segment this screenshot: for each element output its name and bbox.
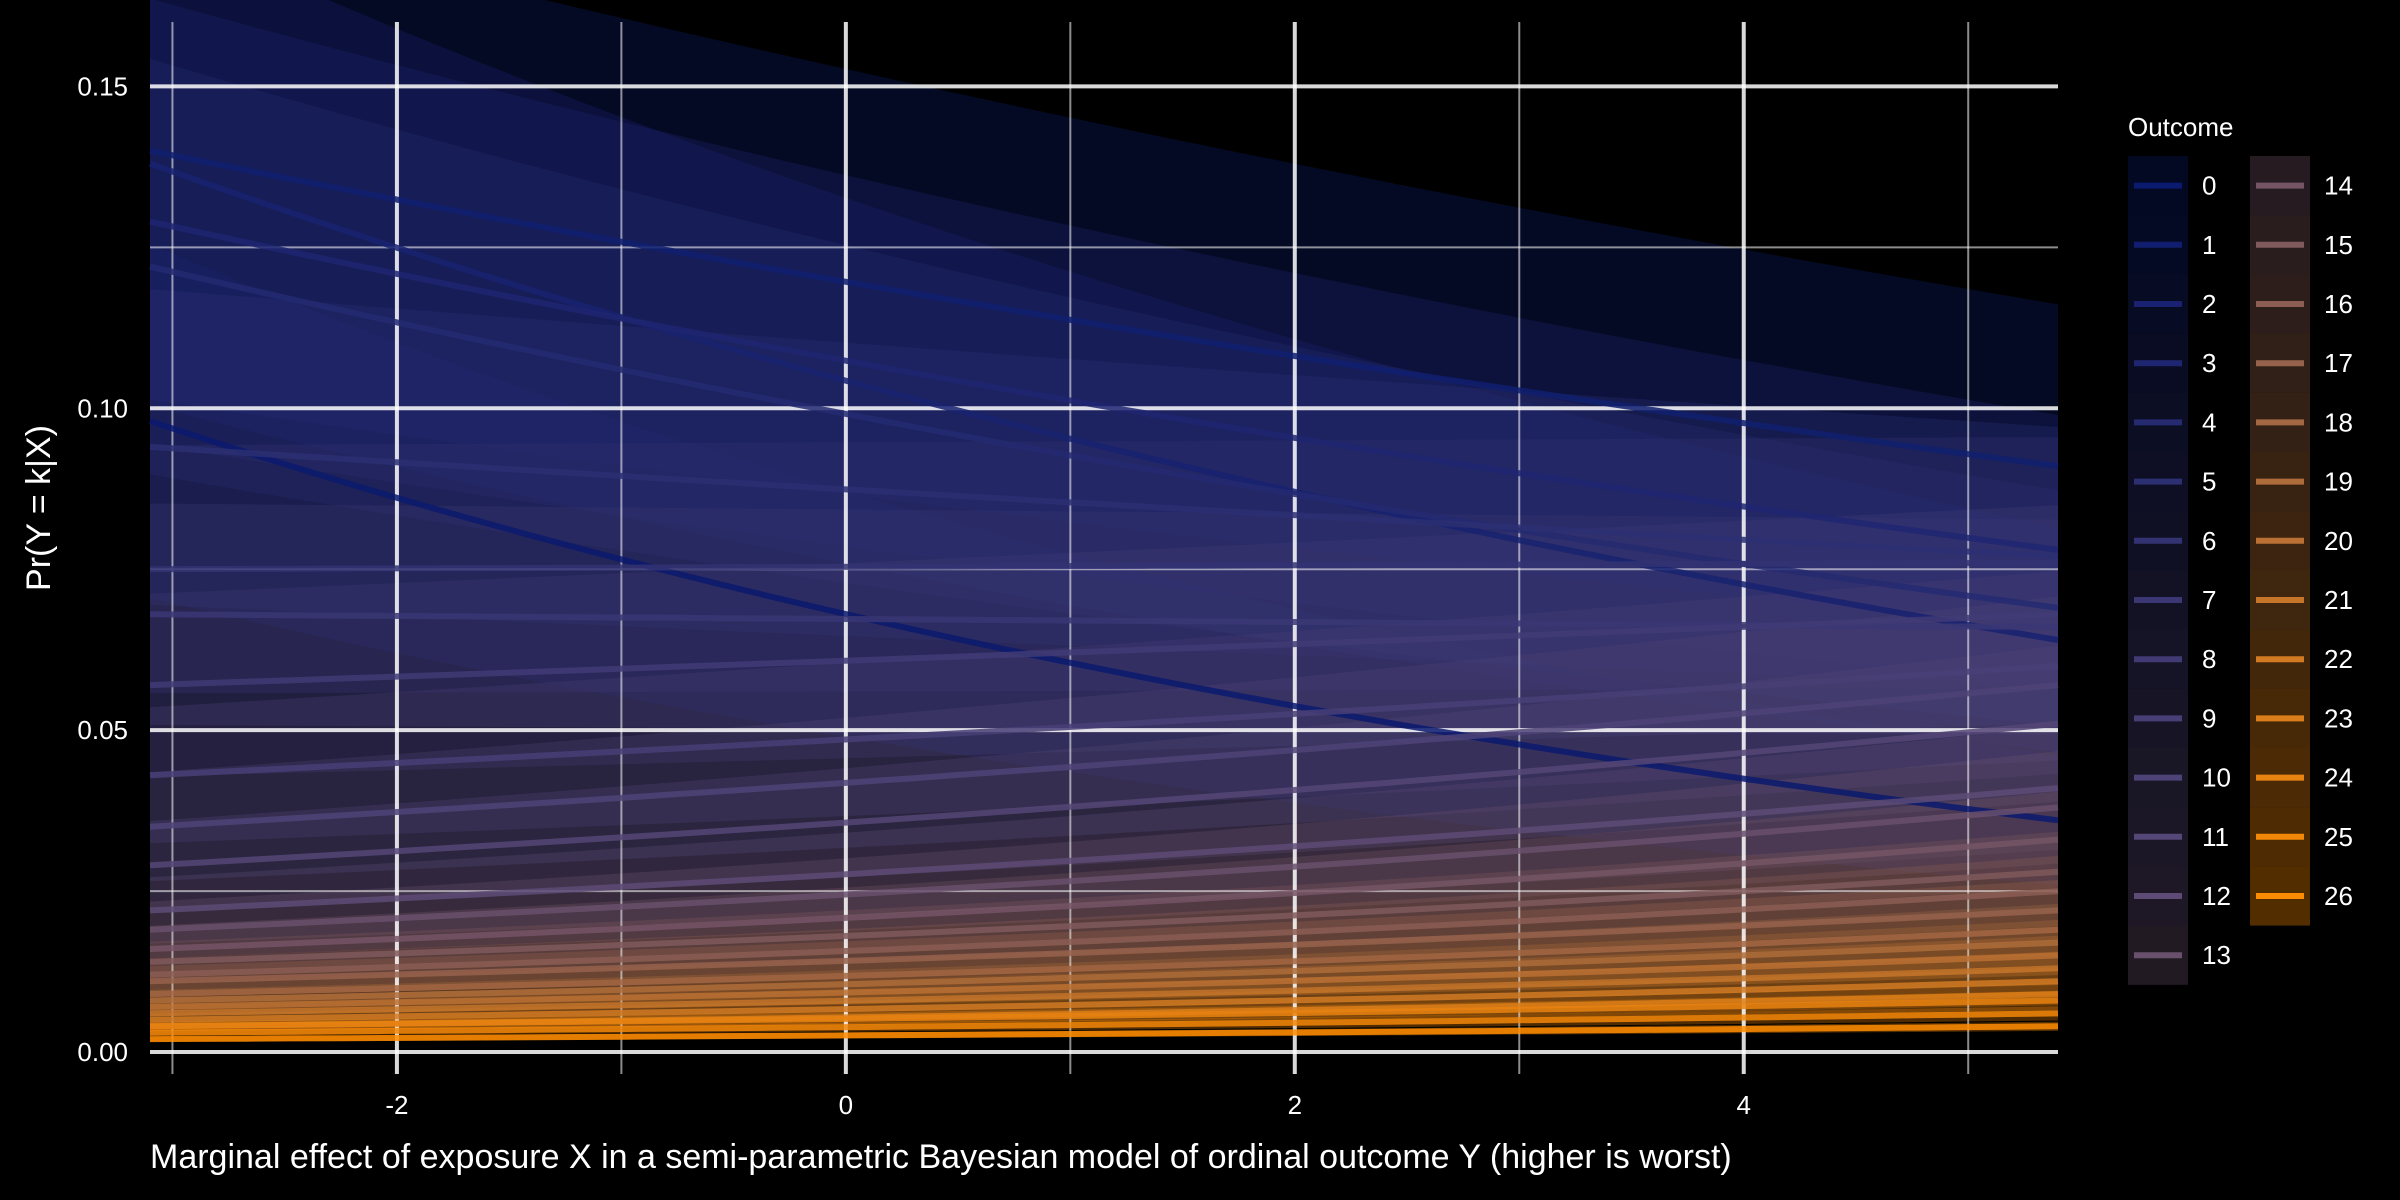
line-outcome-21 [149,965,2059,1017]
legend-label: 12 [2202,881,2231,911]
ribbon-outcome-11 [150,645,2058,910]
legend-label: 22 [2324,644,2353,674]
line-outcome-8 [149,611,2059,689]
line-outcome-9 [149,662,2059,779]
line-outcome-18 [149,926,2059,998]
legend-label: 9 [2202,703,2216,733]
line-outcome-3 [149,218,2059,553]
line-outcome-13 [149,804,2059,933]
line-outcome-14 [149,836,2059,952]
y-tick-label: 0.00 [77,1037,128,1067]
line-outcome-16 [149,888,2059,978]
ribbon-outcome-5 [150,289,2058,686]
line-outcome-15 [149,868,2059,965]
y-tick-label: 0.15 [77,71,128,101]
y-tick-label: 0.05 [77,715,128,745]
legend-label: 19 [2324,467,2353,497]
y-axis-label: Pr(Y = k|X) [20,425,58,591]
legend-label: 17 [2324,348,2353,378]
line-outcome-12 [149,785,2059,914]
legend-label: 3 [2202,348,2216,378]
x-tick-label: 0 [839,1090,853,1120]
line-outcome-20 [149,952,2059,1010]
legend-label: 0 [2202,171,2216,201]
ribbon-outcome-10 [150,596,2058,882]
x-tick-label: 2 [1288,1090,1302,1120]
legend-label: 8 [2202,644,2216,674]
line-outcome-17 [149,907,2059,985]
legend-label: 1 [2202,230,2216,260]
ribbon-outcome-9 [150,571,2058,844]
legend: Outcome 01234567891011121314151617181920… [2128,112,2353,985]
ribbon-outcome-4 [150,58,2058,726]
legend-label: 13 [2202,940,2231,970]
legend-label: 26 [2324,881,2353,911]
legend-label: 24 [2324,763,2353,793]
line-outcome-26 [149,1023,2059,1043]
x-axis-label: Marginal effect of exposure X in a semi-… [150,1138,1732,1176]
legend-title: Outcome [2128,112,2234,142]
line-outcome-25 [149,1010,2059,1036]
legend-label: 23 [2324,703,2353,733]
legend-label: 7 [2202,585,2216,615]
legend-label: 2 [2202,289,2216,319]
legend-label: 11 [2202,822,2229,852]
legend-label: 21 [2324,585,2353,615]
x-tick-label: -2 [385,1090,408,1120]
y-tick-label: 0.10 [77,393,128,423]
line-outcome-24 [149,997,2059,1030]
line-outcome-5 [149,443,2059,560]
legend-label: 6 [2202,526,2216,556]
line-outcome-19 [149,939,2059,1004]
line-outcome-22 [149,978,2059,1023]
ribbon-outcome-8 [150,505,2058,777]
ribbon-outcome-1 [150,0,2058,628]
x-tick-label: 4 [1737,1090,1751,1120]
line-outcome-0 [149,418,2059,824]
legend-label: 15 [2324,230,2353,260]
legend-label: 25 [2324,822,2353,852]
line-outcome-1 [149,147,2059,470]
legend-label: 16 [2324,289,2353,319]
legend-label: 5 [2202,467,2216,497]
legend-label: 18 [2324,407,2353,437]
legend-label: 10 [2202,763,2231,793]
line-outcome-10 [149,682,2059,830]
legend-label: 20 [2324,526,2353,556]
legend-label: 14 [2324,171,2353,201]
line-outcome-6 [149,559,2059,573]
series-lines-layer [148,147,2059,1043]
ribbon-outcome-3 [150,0,2058,685]
legend-label: 4 [2202,407,2216,437]
line-outcome-11 [149,720,2059,869]
tick-labels-layer: -2 0 2 4 0.00 0.05 0.10 0.15 [77,71,1751,1120]
line-outcome-2 [148,160,2059,643]
